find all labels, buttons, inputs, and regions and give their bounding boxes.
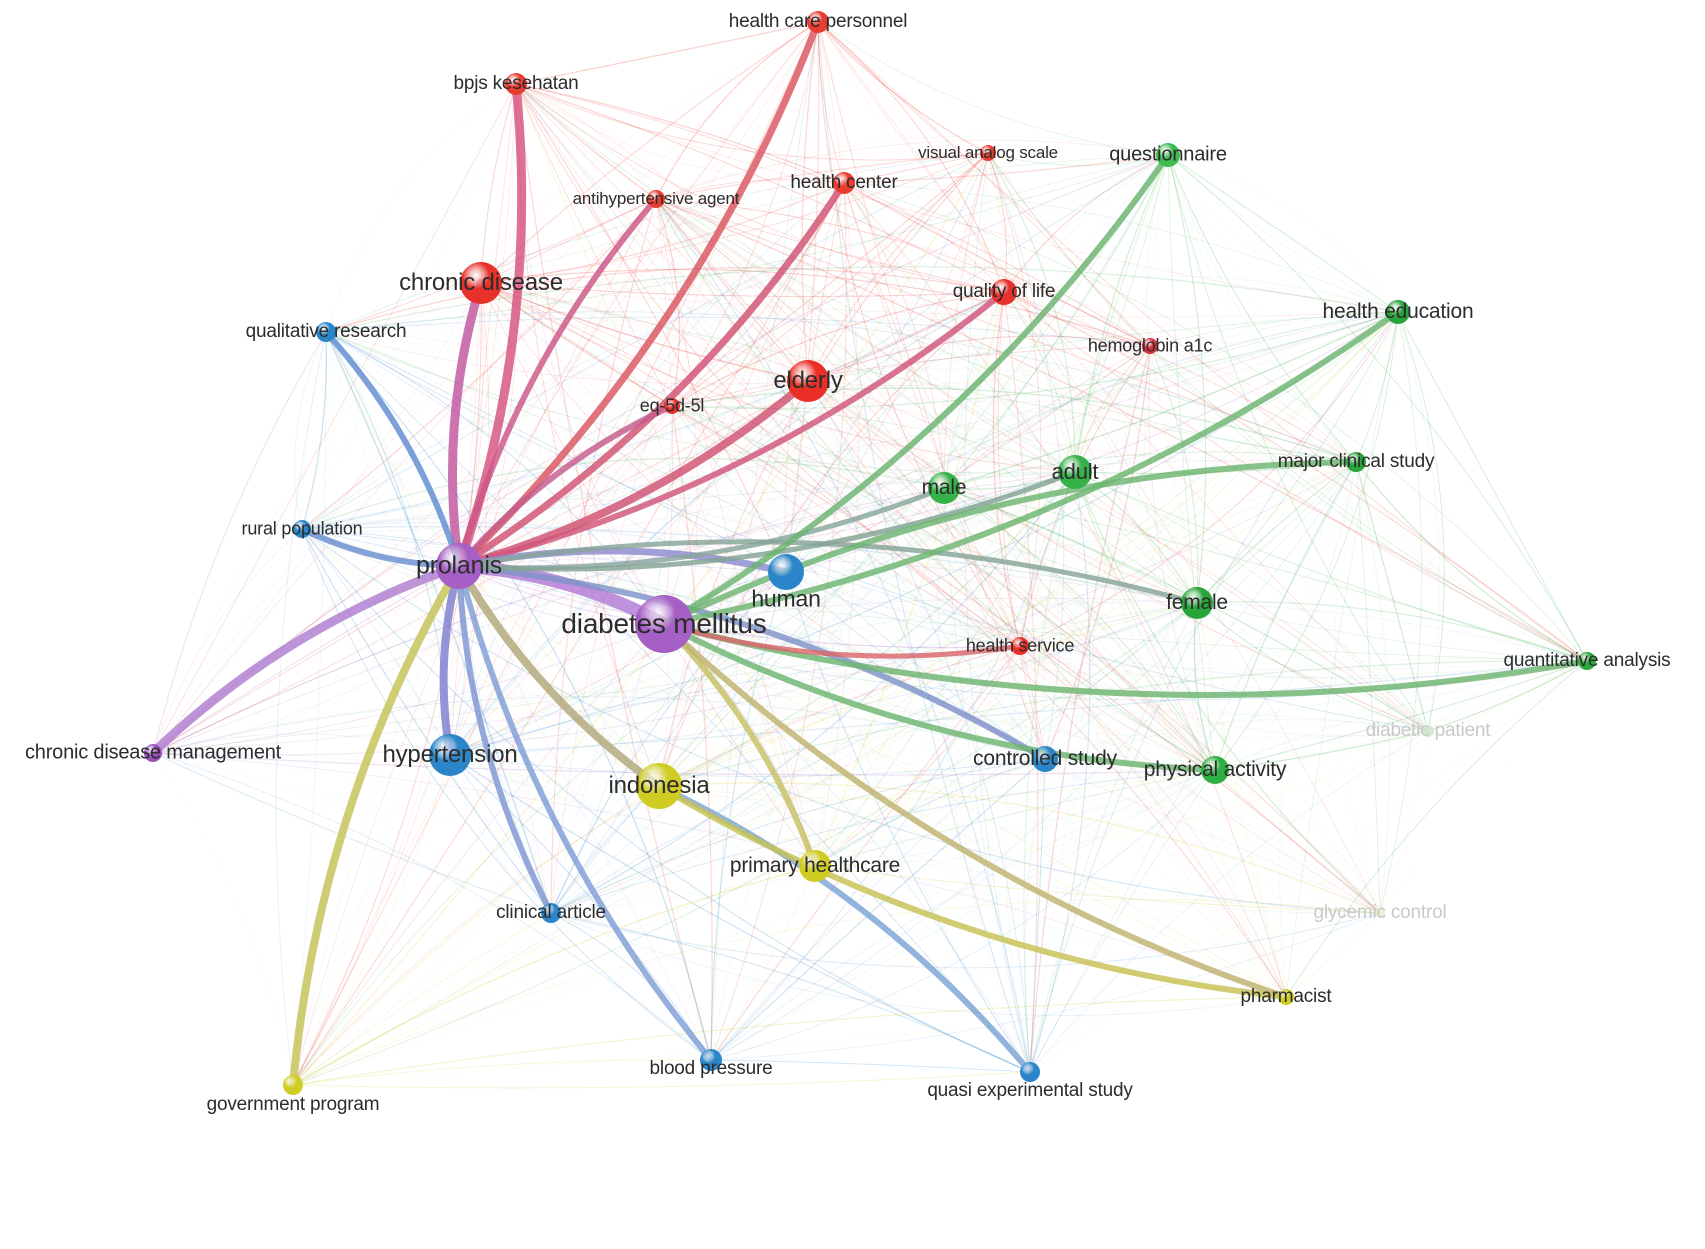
network-node-quality-of-life[interactable] <box>991 279 1017 305</box>
node-circle-group <box>144 11 1596 1095</box>
network-node-primary-healthcare[interactable] <box>799 850 831 882</box>
network-node-visual-analog-scale[interactable] <box>980 145 996 161</box>
network-link <box>456 563 714 1063</box>
strong-link-group <box>148 18 1590 1089</box>
network-node-rural-population[interactable] <box>293 520 311 538</box>
network-node-diabetic-patient[interactable] <box>1422 725 1434 737</box>
network-link <box>661 621 1289 1000</box>
network-link <box>148 561 464 758</box>
network-link <box>455 179 848 570</box>
network-node-major-clinical-study[interactable] <box>1346 452 1366 472</box>
network-node-qualitative-research[interactable] <box>316 322 336 342</box>
network-link <box>456 289 1007 569</box>
network-node-quantitative-analysis[interactable] <box>1578 652 1596 670</box>
network-node-hemoglobin-a1c[interactable] <box>1142 338 1158 354</box>
network-link <box>661 152 1171 627</box>
network-node-clinical-article[interactable] <box>541 903 561 923</box>
network-node-indonesia[interactable] <box>636 763 682 809</box>
network-node-blood-pressure[interactable] <box>700 1049 722 1071</box>
network-node-diabetes-mellitus[interactable] <box>635 595 693 653</box>
network-link <box>661 621 1023 659</box>
network-node-female[interactable] <box>1181 587 1213 619</box>
network-link <box>448 278 486 571</box>
network-link <box>456 563 554 916</box>
network-node-health-center[interactable] <box>833 172 855 194</box>
network-link <box>661 309 1401 627</box>
network-node-government-program[interactable] <box>283 1075 303 1095</box>
network-node-chronic-disease[interactable] <box>460 262 502 304</box>
network-link <box>323 329 462 569</box>
network-link <box>456 563 1048 762</box>
network-link <box>661 621 1218 773</box>
network-node-controlled-study[interactable] <box>1032 746 1058 772</box>
network-node-male[interactable] <box>928 472 960 504</box>
network-node-health-service[interactable] <box>1011 637 1029 655</box>
network-node-questionnaire[interactable] <box>1156 143 1180 167</box>
network-link <box>661 621 1590 698</box>
network-node-health-care-personnel[interactable] <box>807 11 829 33</box>
network-link <box>661 459 1359 627</box>
network-node-hypertension[interactable] <box>429 734 471 776</box>
network-node-physical-activity[interactable] <box>1201 756 1229 784</box>
network-node-health-education[interactable] <box>1386 300 1410 324</box>
network-link <box>656 783 1289 1000</box>
network-node-eq-5d-5l[interactable] <box>664 398 680 414</box>
network-link <box>456 196 659 569</box>
network-node-antihypertensive-agent[interactable] <box>647 190 665 208</box>
network-node-human[interactable] <box>768 554 804 590</box>
network-node-quasi-experimental-study[interactable] <box>1020 1062 1040 1082</box>
network-link <box>656 783 1033 1075</box>
network-node-elderly[interactable] <box>787 360 829 402</box>
network-node-adult[interactable] <box>1058 455 1092 489</box>
network-link <box>456 539 1200 606</box>
network-node-prolanis[interactable] <box>436 543 482 589</box>
network-node-bpjs-kesehatan[interactable] <box>505 73 527 95</box>
network-node-pharmacist[interactable] <box>1278 989 1294 1005</box>
network-link <box>455 562 663 790</box>
texture-link-group <box>152 21 1588 1086</box>
network-link <box>289 562 463 1089</box>
network-node-chronic-disease-management[interactable] <box>144 744 162 762</box>
network-node-glycemic-control[interactable] <box>1375 908 1385 918</box>
network-link <box>456 403 675 569</box>
